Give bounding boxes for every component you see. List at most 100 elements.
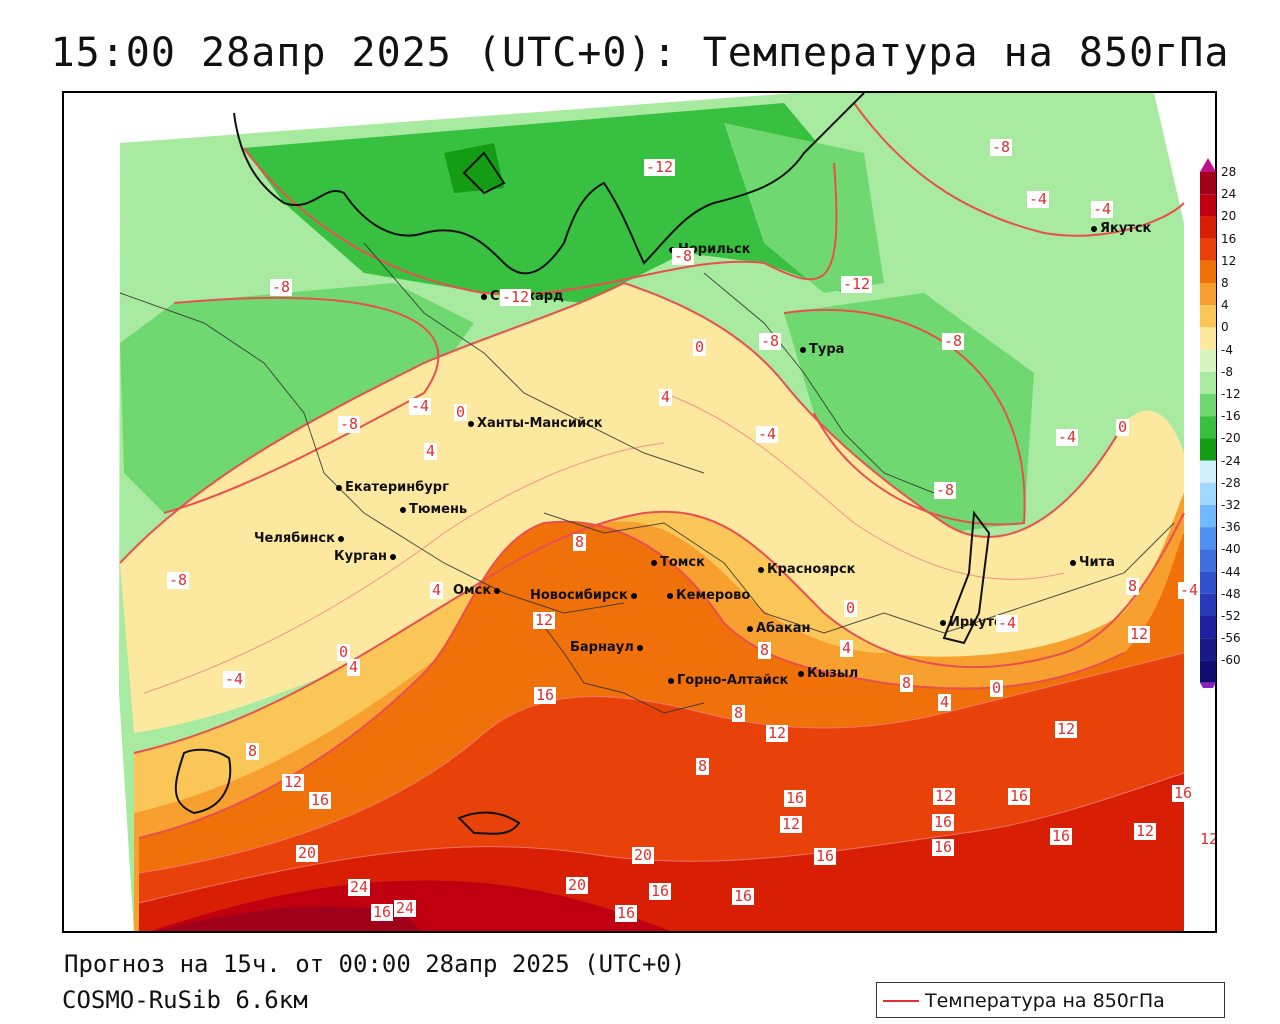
contour-label: 4 xyxy=(424,442,438,460)
colorbar-swatch xyxy=(1200,593,1216,616)
contour-label: -4 xyxy=(223,670,246,688)
colorbar-swatch xyxy=(1200,305,1216,328)
colorbar-tick-label: 0 xyxy=(1221,320,1229,335)
contour-label: 16 xyxy=(814,847,837,865)
city-kemerovo: Кемерово xyxy=(667,588,750,603)
contour-label: 12 xyxy=(533,611,556,629)
map-area: Норильск Салехард Якутск Тура Ханты-Манс… xyxy=(62,91,1217,933)
colorbar-swatch xyxy=(1200,549,1216,572)
contour-label: -8 xyxy=(270,278,293,296)
contour-label: 24 xyxy=(394,899,417,917)
contour-label: 20 xyxy=(566,876,589,894)
colorbar-tick-label: -36 xyxy=(1221,520,1241,535)
contour-label: 12 xyxy=(282,773,305,791)
city-irkutsk: Иркутск xyxy=(940,615,1011,630)
contour-label: -8 xyxy=(167,571,190,589)
colorbar-tick-label: 16 xyxy=(1221,231,1237,246)
city-khanty-mansiysk: Ханты-Мансийск xyxy=(468,416,603,431)
contour-label: 16 xyxy=(615,904,638,922)
contour-label: -8 xyxy=(759,332,782,350)
legend-label: Температура на 850гПа xyxy=(925,990,1165,1012)
contour-label: -4 xyxy=(996,614,1019,632)
city-tura: Тура xyxy=(800,342,844,357)
temperature-map xyxy=(64,93,1215,931)
colorbar-swatch xyxy=(1200,260,1216,283)
colorbar-tick-label: -8 xyxy=(1221,364,1233,379)
contour-label: 12 xyxy=(1128,625,1151,643)
contour-label: -4 xyxy=(1178,581,1201,599)
colorbar-tick-label: 8 xyxy=(1221,276,1229,290)
contour-label: 0 xyxy=(844,599,858,617)
contour-label: 0 xyxy=(454,403,468,421)
colorbar-swatch xyxy=(1200,616,1216,639)
contour-label: 8 xyxy=(758,641,772,659)
city-kyzyl: Кызыл xyxy=(798,666,858,681)
contour-label: -8 xyxy=(942,332,965,350)
contour-label: 16 xyxy=(732,887,755,905)
colorbar-swatch xyxy=(1200,172,1216,195)
contour-label: -12 xyxy=(644,158,676,176)
contour-label: 12 xyxy=(933,787,956,805)
colorbar-tick-label: -52 xyxy=(1221,609,1241,623)
contour-label: -8 xyxy=(934,481,957,499)
colorbar-tick-label: 4 xyxy=(1221,298,1229,313)
contour-label: 8 xyxy=(246,742,260,760)
city-tyumen: Тюмень xyxy=(400,502,467,517)
colorbar-tick-label: 24 xyxy=(1221,187,1237,202)
contour-label: 16 xyxy=(1008,787,1031,805)
contour-label: 4 xyxy=(938,693,952,711)
contour-label: 0 xyxy=(1116,418,1130,436)
contour-label: 16 xyxy=(1050,827,1073,845)
colorbar-swatch xyxy=(1200,349,1216,372)
city-krasnoyarsk: Красноярск xyxy=(758,562,856,577)
contour-label: 12 xyxy=(766,724,789,742)
contour-label: 8 xyxy=(732,704,746,722)
contour-label: -4 xyxy=(409,397,432,415)
city-chelyabinsk: Челябинск xyxy=(254,531,347,546)
colorbar-tick-label: -16 xyxy=(1221,409,1241,424)
contour-label: 16 xyxy=(1172,784,1195,802)
contour-label: 4 xyxy=(347,658,361,676)
contour-label: 0 xyxy=(693,338,707,356)
colorbar-swatch xyxy=(1200,238,1216,261)
contour-label: -4 xyxy=(1027,190,1050,208)
colorbar-tick-label: -32 xyxy=(1221,498,1241,512)
colorbar-swatch xyxy=(1200,660,1216,683)
contour-label: 12 xyxy=(1055,720,1078,738)
contour-label: 16 xyxy=(309,791,332,809)
colorbar-swatch xyxy=(1200,527,1216,550)
colorbar-swatch xyxy=(1200,438,1216,461)
colorbar-swatch xyxy=(1200,327,1216,350)
contour-label: 16 xyxy=(932,838,955,856)
colorbar-swatch xyxy=(1200,460,1216,483)
contour-label: 20 xyxy=(296,844,319,862)
colorbar-swatch xyxy=(1200,283,1216,306)
colorbar xyxy=(1200,158,1216,688)
contour-label: 12 xyxy=(1198,831,1215,848)
contour-label: 16 xyxy=(371,903,394,921)
colorbar-bottom-arrow xyxy=(1200,682,1216,688)
legend-line-swatch xyxy=(883,1000,919,1002)
colorbar-swatch xyxy=(1200,638,1216,661)
city-omsk: Омск xyxy=(453,583,503,598)
contour-label: 8 xyxy=(573,533,587,551)
colorbar-top-arrow xyxy=(1200,158,1216,172)
colorbar-swatch xyxy=(1200,194,1216,217)
contour-label: -4 xyxy=(756,425,779,443)
contour-label: 20 xyxy=(632,846,655,864)
city-ekaterinburg: Екатеринбург xyxy=(336,480,449,495)
city-kurgan: Курган xyxy=(334,549,399,564)
colorbar-tick-label: -40 xyxy=(1221,542,1241,557)
colorbar-tick-label: -24 xyxy=(1221,453,1241,468)
colorbar-tick-label: -48 xyxy=(1221,586,1241,601)
colorbar-swatch xyxy=(1200,482,1216,505)
colorbar-tick-label: -28 xyxy=(1221,475,1241,490)
city-novosibirsk: Новосибирск xyxy=(530,588,640,603)
colorbar-swatch xyxy=(1200,216,1216,239)
map-title: 15:00 28апр 2025 (UTC+0): Температура на… xyxy=(50,30,1230,76)
colorbar-swatch xyxy=(1200,505,1216,528)
contour-label: -12 xyxy=(841,275,873,293)
contour-label: 16 xyxy=(534,686,557,704)
city-yakutsk: Якутск xyxy=(1091,221,1151,236)
colorbar-tick-label: -4 xyxy=(1221,342,1233,357)
